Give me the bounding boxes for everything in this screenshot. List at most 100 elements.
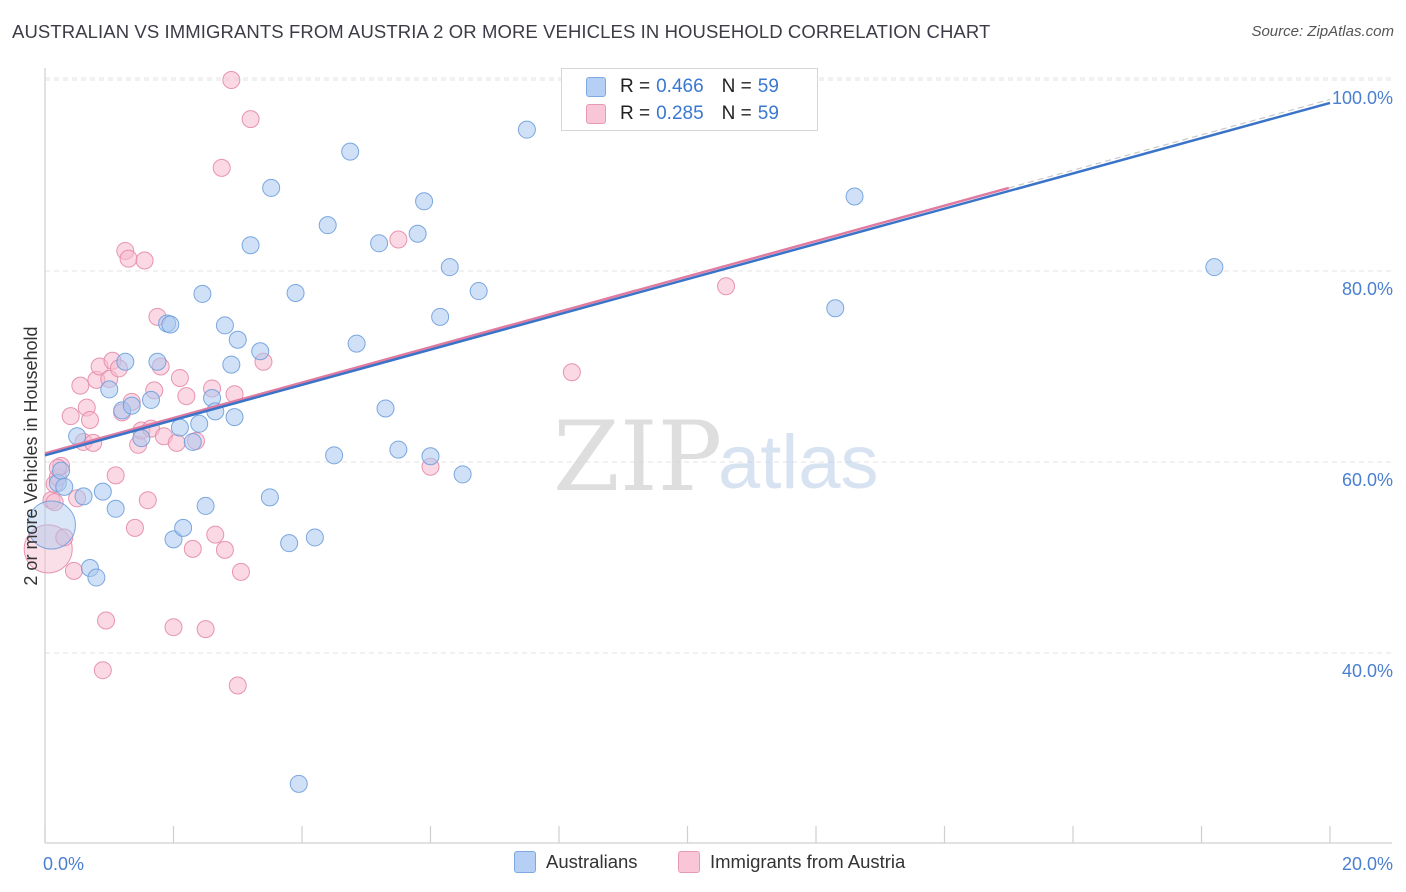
point-australians (341, 142, 360, 161)
legend-n-label: N = (721, 76, 752, 97)
trend-line-austria (44, 186, 1010, 455)
legend-row-australians: R = 0.466 N = 59 (586, 74, 779, 100)
point-austria (119, 249, 138, 268)
point-australians (228, 330, 247, 349)
point-australians (222, 355, 241, 374)
source-label: Source: ZipAtlas.com (1251, 23, 1394, 40)
point-australians (26, 500, 76, 550)
point-australians (93, 482, 112, 501)
legend-swatch-pink (586, 104, 606, 124)
point-australians (318, 216, 337, 235)
point-austria (61, 407, 80, 426)
point-australians (251, 342, 270, 361)
data-points (23, 71, 1224, 793)
bottom-legend-label: Immigrants from Austria (710, 851, 906, 872)
point-austria (177, 387, 196, 406)
axes (44, 68, 1392, 844)
point-austria (164, 618, 183, 637)
y-tick-label: 100.0% (1332, 88, 1393, 108)
point-australians (196, 496, 215, 515)
point-australians (389, 440, 408, 459)
legend-swatch-blue (586, 77, 606, 97)
point-australians (142, 390, 161, 409)
point-australians (347, 334, 366, 353)
bottom-legend-swatch-blue (514, 851, 536, 873)
point-australians (431, 307, 450, 326)
y-tick-label: 80.0% (1342, 279, 1393, 299)
point-australians (421, 447, 440, 466)
point-austria (215, 540, 234, 559)
watermark-atlas: atlas (718, 420, 879, 505)
point-australians (408, 224, 427, 243)
point-austria (80, 410, 99, 429)
legend-box: R = 0.466 N = 59 R = 0.285 N = 59 (561, 68, 818, 131)
point-australians (100, 380, 119, 399)
point-australians (225, 408, 244, 427)
legend-n-value: 59 (757, 103, 779, 124)
point-australians (289, 774, 308, 793)
point-australians (132, 429, 151, 448)
point-austria (135, 251, 154, 270)
point-australians (74, 487, 93, 506)
point-austria (97, 611, 116, 630)
legend-r-label: R = (620, 76, 651, 97)
chart-title: AUSTRALIAN VS IMMIGRANTS FROM AUSTRIA 2 … (12, 21, 991, 42)
point-australians (453, 465, 472, 484)
point-austria (562, 363, 581, 382)
point-australians (415, 192, 434, 211)
point-australians (826, 299, 845, 318)
legend-r-value: 0.466 (656, 76, 704, 97)
watermark-zip: ZIP (553, 401, 722, 513)
point-australians (215, 316, 234, 335)
point-australians (148, 352, 167, 371)
point-australians (1205, 258, 1224, 277)
legend-row-austria: R = 0.285 N = 59 (586, 101, 779, 127)
point-australians (55, 477, 74, 496)
point-australians (376, 399, 395, 418)
point-australians (469, 282, 488, 301)
point-austria (167, 433, 186, 452)
point-austria (93, 661, 112, 680)
trend-extension-austria (1008, 98, 1331, 189)
point-australians (174, 518, 193, 537)
point-australians (170, 418, 189, 437)
point-australians (260, 488, 279, 507)
point-australians (122, 396, 141, 415)
point-australians (440, 258, 459, 277)
legend-r-label: R = (620, 103, 651, 124)
x-tick-label: 20.0% (1342, 854, 1393, 874)
point-australians (305, 528, 324, 547)
point-australians (286, 283, 305, 302)
point-austria (45, 493, 64, 512)
point-australians (370, 234, 389, 253)
y-tick-label: 40.0% (1342, 661, 1393, 681)
y-tick-label: 60.0% (1342, 470, 1393, 490)
legend-n-value: 59 (757, 76, 779, 97)
tick-labels: 40.0% 60.0% 80.0% 100.0% 0.0% 20.0% (43, 88, 1393, 874)
point-australians (161, 315, 180, 334)
point-austria (212, 158, 231, 177)
point-australians (262, 178, 281, 197)
watermark: ZIP atlas (553, 401, 879, 513)
point-australians (183, 432, 202, 451)
trend-lines (44, 98, 1331, 457)
point-austria (231, 562, 250, 581)
y-axis-title: 2 or more Vehicles in Household (21, 326, 41, 585)
x-tick-label: 0.0% (43, 854, 84, 874)
point-austria (138, 491, 157, 510)
bottom-legend-label: Australians (546, 851, 638, 872)
point-austria (106, 466, 125, 485)
point-austria (71, 376, 90, 395)
legend-r-value: 0.285 (656, 103, 704, 124)
point-austria (206, 525, 225, 544)
point-australians (164, 530, 183, 549)
point-australians (325, 446, 344, 465)
point-austria (196, 620, 215, 639)
point-australians (193, 284, 212, 303)
point-australians (106, 499, 125, 518)
point-austria (717, 277, 736, 296)
trend-line-australians (44, 101, 1331, 457)
point-australians (845, 187, 864, 206)
point-australians (52, 461, 71, 480)
